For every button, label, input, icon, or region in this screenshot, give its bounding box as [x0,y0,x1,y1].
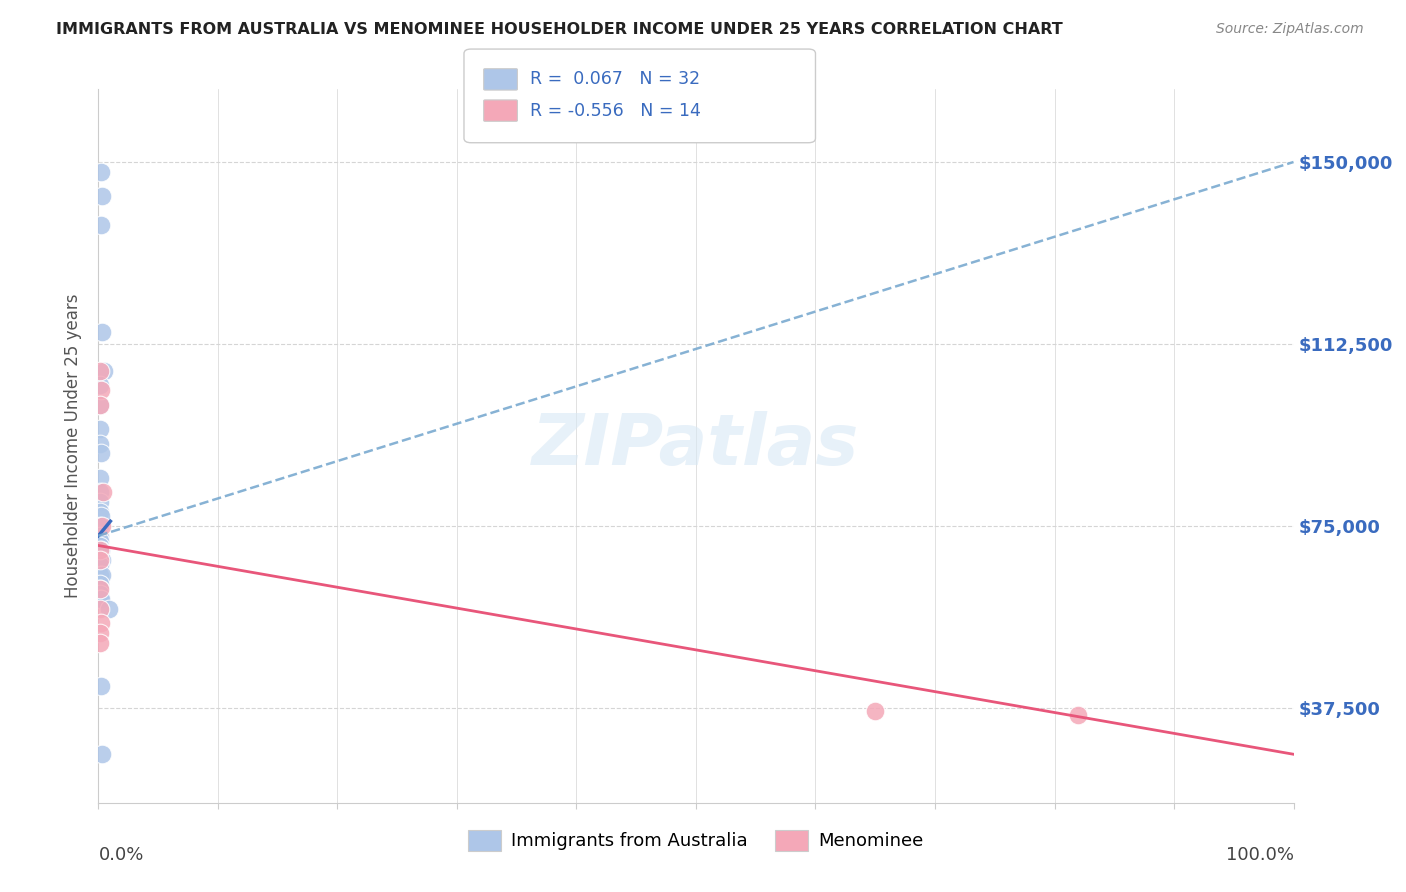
Point [89,567,111,582]
Point [89,582,111,597]
Point [89,485,111,500]
Point [91,485,114,500]
Point [90,679,112,693]
Point [89,529,111,543]
Point [89,582,111,597]
Point [89,543,111,558]
Point [89,504,111,518]
Point [89,591,111,606]
Point [90,591,112,606]
Point [90,218,112,232]
Point [89,378,111,392]
Point [1067,708,1090,723]
Legend: Immigrants from Australia, Menominee: Immigrants from Australia, Menominee [461,822,931,858]
Text: R =  0.067   N = 32: R = 0.067 N = 32 [530,70,700,88]
Point [89,364,111,378]
Point [89,558,111,572]
Point [89,398,111,412]
Point [89,470,111,484]
Text: 0.0%: 0.0% [98,846,143,863]
Point [89,495,111,509]
Text: 100.0%: 100.0% [1226,846,1294,863]
Point [89,601,111,615]
Text: R = -0.556   N = 14: R = -0.556 N = 14 [530,102,702,120]
Point [91,553,114,567]
Point [93,364,115,378]
Point [90,446,112,460]
Point [91,325,114,339]
Point [89,436,111,450]
Point [90,543,112,558]
Point [90,509,112,524]
Text: Source: ZipAtlas.com: Source: ZipAtlas.com [1216,22,1364,37]
Point [89,533,111,548]
Point [90,616,112,631]
Point [89,398,111,412]
Point [90,383,112,397]
Point [91,747,114,762]
Point [91,567,114,582]
Point [865,704,887,718]
Point [89,422,111,436]
Point [89,635,111,649]
Point [98,601,121,615]
Point [89,553,111,567]
Point [89,577,111,591]
Point [89,539,111,553]
Text: ZIPatlas: ZIPatlas [533,411,859,481]
Point [89,587,111,601]
Point [89,519,111,533]
Point [89,626,111,640]
Y-axis label: Householder Income Under 25 years: Householder Income Under 25 years [65,293,83,599]
Point [90,165,112,179]
Point [91,189,114,203]
Text: IMMIGRANTS FROM AUSTRALIA VS MENOMINEE HOUSEHOLDER INCOME UNDER 25 YEARS CORRELA: IMMIGRANTS FROM AUSTRALIA VS MENOMINEE H… [56,22,1063,37]
Point [91,519,114,533]
